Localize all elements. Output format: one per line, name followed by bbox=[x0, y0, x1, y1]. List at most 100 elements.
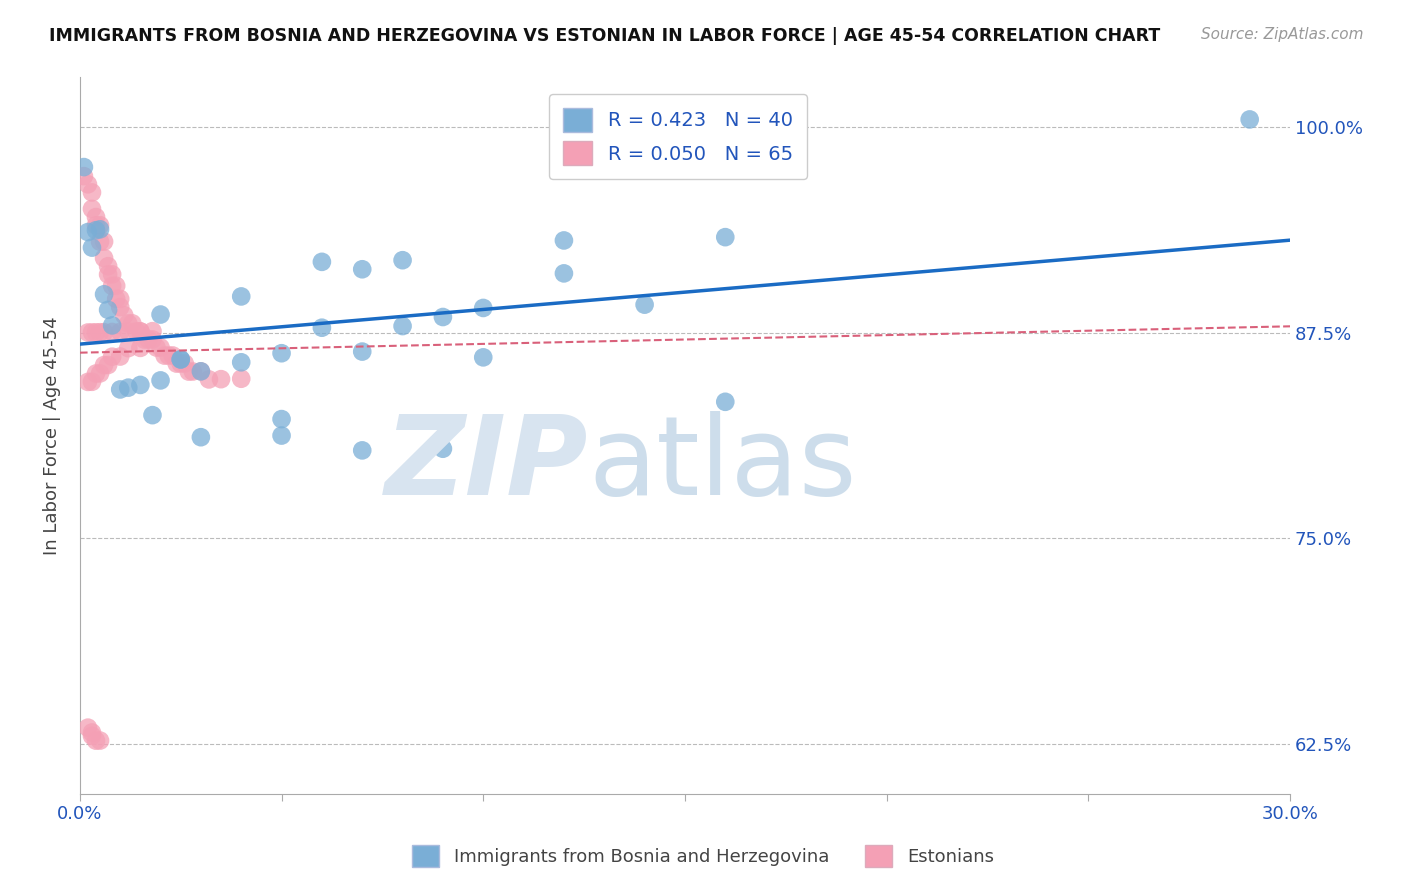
Point bbox=[101, 279, 124, 293]
Point bbox=[138, 333, 160, 347]
Point bbox=[141, 332, 163, 346]
Point bbox=[84, 326, 107, 340]
Point bbox=[117, 317, 139, 331]
Point bbox=[170, 352, 193, 367]
Point bbox=[166, 357, 188, 371]
Point bbox=[77, 721, 100, 735]
Point bbox=[149, 373, 172, 387]
Point bbox=[101, 325, 124, 339]
Point bbox=[1239, 112, 1261, 127]
Point bbox=[84, 210, 107, 224]
Point bbox=[73, 169, 96, 183]
Point bbox=[391, 253, 413, 268]
Legend: Immigrants from Bosnia and Herzegovina, Estonians: Immigrants from Bosnia and Herzegovina, … bbox=[405, 838, 1001, 874]
Point bbox=[101, 318, 124, 333]
Point bbox=[177, 365, 200, 379]
Point bbox=[89, 367, 111, 381]
Text: IMMIGRANTS FROM BOSNIA AND HERZEGOVINA VS ESTONIAN IN LABOR FORCE | AGE 45-54 CO: IMMIGRANTS FROM BOSNIA AND HERZEGOVINA V… bbox=[49, 27, 1160, 45]
Point bbox=[108, 383, 131, 397]
Point bbox=[97, 259, 120, 273]
Point bbox=[553, 266, 575, 280]
Point bbox=[270, 346, 292, 360]
Text: Source: ZipAtlas.com: Source: ZipAtlas.com bbox=[1201, 27, 1364, 42]
Point bbox=[170, 352, 193, 367]
Point bbox=[117, 381, 139, 395]
Point bbox=[270, 412, 292, 426]
Point bbox=[129, 378, 152, 392]
Point bbox=[432, 442, 454, 456]
Point bbox=[231, 372, 253, 386]
Point bbox=[89, 733, 111, 747]
Point bbox=[77, 326, 100, 340]
Point bbox=[80, 202, 103, 216]
Point bbox=[80, 725, 103, 739]
Point bbox=[89, 218, 111, 232]
Point bbox=[129, 325, 152, 339]
Point bbox=[112, 308, 135, 322]
Point bbox=[108, 300, 131, 314]
Point bbox=[209, 372, 232, 386]
Text: ZIP: ZIP bbox=[385, 410, 588, 517]
Point bbox=[77, 375, 100, 389]
Point bbox=[472, 351, 495, 365]
Point bbox=[190, 430, 212, 444]
Point bbox=[141, 324, 163, 338]
Point bbox=[125, 325, 148, 339]
Point bbox=[93, 251, 115, 265]
Point bbox=[105, 278, 128, 293]
Point bbox=[89, 222, 111, 236]
Point bbox=[714, 394, 737, 409]
Point bbox=[84, 733, 107, 747]
Point bbox=[432, 310, 454, 324]
Point bbox=[129, 325, 152, 339]
Point bbox=[108, 292, 131, 306]
Point bbox=[190, 364, 212, 378]
Point bbox=[97, 302, 120, 317]
Point bbox=[93, 358, 115, 372]
Point bbox=[97, 268, 120, 282]
Point bbox=[77, 225, 100, 239]
Point bbox=[129, 341, 152, 355]
Point bbox=[93, 235, 115, 249]
Point bbox=[117, 325, 139, 339]
Point bbox=[173, 356, 195, 370]
Point bbox=[80, 186, 103, 200]
Point bbox=[97, 358, 120, 372]
Point bbox=[153, 349, 176, 363]
Point bbox=[231, 289, 253, 303]
Point bbox=[117, 341, 139, 355]
Point bbox=[89, 325, 111, 339]
Point bbox=[149, 308, 172, 322]
Point bbox=[198, 372, 221, 386]
Point bbox=[121, 316, 143, 330]
Point bbox=[77, 178, 100, 192]
Point bbox=[145, 341, 167, 355]
Point bbox=[84, 219, 107, 233]
Point bbox=[157, 349, 180, 363]
Point bbox=[391, 319, 413, 334]
Point bbox=[714, 230, 737, 244]
Point bbox=[553, 234, 575, 248]
Point bbox=[170, 357, 193, 371]
Point bbox=[633, 298, 655, 312]
Y-axis label: In Labor Force | Age 45-54: In Labor Force | Age 45-54 bbox=[44, 317, 60, 555]
Point bbox=[93, 325, 115, 339]
Text: atlas: atlas bbox=[588, 410, 856, 517]
Point bbox=[108, 325, 131, 339]
Point bbox=[89, 235, 111, 249]
Point bbox=[352, 344, 374, 359]
Point bbox=[141, 408, 163, 422]
Point bbox=[101, 350, 124, 364]
Point bbox=[472, 301, 495, 315]
Point bbox=[80, 326, 103, 340]
Point bbox=[93, 287, 115, 301]
Point bbox=[162, 348, 184, 362]
Point bbox=[105, 292, 128, 306]
Point bbox=[231, 355, 253, 369]
Point bbox=[134, 333, 156, 347]
Point bbox=[181, 364, 204, 378]
Point bbox=[270, 428, 292, 442]
Point bbox=[101, 268, 124, 282]
Point bbox=[190, 364, 212, 378]
Point bbox=[80, 375, 103, 389]
